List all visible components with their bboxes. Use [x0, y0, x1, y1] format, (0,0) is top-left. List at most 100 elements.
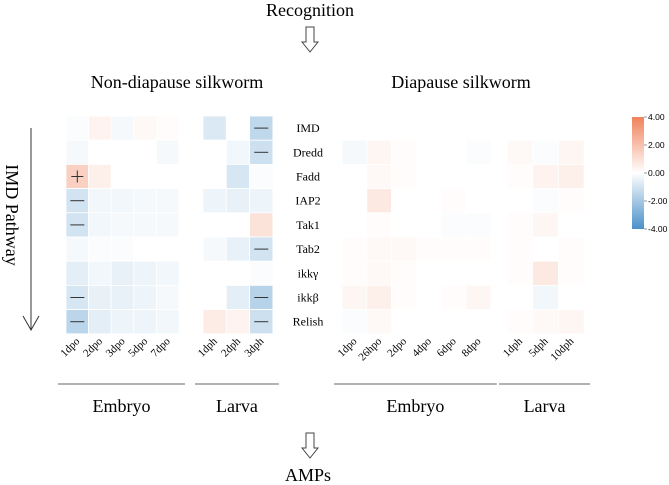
heat-cell — [88, 309, 112, 335]
heat-cell — [202, 163, 227, 189]
heat-cell — [506, 115, 534, 141]
sample-tick-label: 5dpo — [126, 335, 150, 359]
heat-cell — [532, 260, 559, 286]
heat-cell — [465, 212, 492, 238]
heat-cell — [225, 260, 251, 286]
pathway-label: IMD Pathway — [2, 164, 22, 266]
heat-cell — [558, 236, 585, 262]
heat-cell — [391, 163, 417, 189]
heat-cell — [249, 188, 274, 214]
heat-cell — [366, 260, 392, 286]
group-labels: Embryo Larva Embryo Larva — [58, 383, 591, 416]
gene-label: Tab2 — [296, 242, 320, 256]
heat-cell — [440, 188, 467, 214]
heat-cell — [440, 284, 467, 310]
down-arrow-icon — [300, 26, 320, 53]
gene-label: Tak1 — [296, 218, 320, 232]
heat-cell — [391, 139, 417, 165]
heat-cell — [532, 284, 559, 310]
heat-cell — [440, 236, 467, 262]
heat-cell — [155, 212, 180, 238]
sample-tick-label: 2dph — [219, 335, 243, 359]
gene-label: ikkγ — [298, 266, 319, 280]
heat-cell — [465, 139, 492, 165]
heat-cell — [465, 188, 492, 214]
heat-cell — [558, 188, 585, 214]
heat-cell — [225, 212, 251, 238]
heat-cell — [133, 212, 157, 238]
heat-cell — [366, 188, 392, 214]
heat-cell — [465, 309, 492, 335]
heat-cell — [506, 139, 534, 165]
heat-cell — [391, 309, 417, 335]
heat-cell — [202, 115, 227, 141]
sample-tick-label: 8dpo — [459, 335, 483, 359]
heat-cell — [506, 188, 534, 214]
heat-cell — [65, 115, 90, 141]
heat-cell — [415, 212, 442, 238]
heat-cell — [440, 212, 467, 238]
heat-cell — [558, 309, 585, 335]
heat-cell — [391, 115, 417, 141]
heat-cell — [225, 236, 251, 262]
heat-cell — [202, 284, 227, 310]
heat-cell — [225, 139, 251, 165]
heat-cell — [465, 236, 492, 262]
heat-cell — [440, 260, 467, 286]
heat-cell — [202, 139, 227, 165]
heat-cell — [391, 284, 417, 310]
gene-label: IMD — [296, 121, 320, 135]
heat-cell — [155, 163, 180, 189]
heat-cell — [532, 212, 559, 238]
heat-cell — [532, 236, 559, 262]
heat-cell — [558, 260, 585, 286]
colorbar-ticks: 4.00 2.00 0.00 -2.00 -4.00 — [644, 112, 668, 234]
heat-cell — [65, 139, 90, 165]
heat-cell — [532, 309, 559, 335]
heat-cell — [133, 115, 157, 141]
sample-tick-label: 3dph — [242, 335, 266, 359]
heat-cell — [88, 115, 112, 141]
heat-cell — [225, 115, 251, 141]
heatmap — [65, 115, 585, 335]
heat-cell — [88, 163, 112, 189]
heat-cell — [110, 163, 135, 189]
heat-cell — [532, 188, 559, 214]
heat-cell — [391, 236, 417, 262]
heat-cell — [133, 309, 157, 335]
heat-cell — [110, 139, 135, 165]
heat-cell — [88, 236, 112, 262]
heat-cell — [202, 260, 227, 286]
heat-cell — [415, 260, 442, 286]
heat-cell — [155, 260, 180, 286]
heat-cell — [110, 309, 135, 335]
heat-cell — [366, 163, 392, 189]
heat-cell — [133, 139, 157, 165]
heat-cell — [110, 284, 135, 310]
heat-cell — [341, 212, 368, 238]
heat-cell — [249, 163, 274, 189]
heat-cell — [202, 212, 227, 238]
heat-cell — [155, 188, 180, 214]
heat-cell — [341, 284, 368, 310]
down-arrow-icon-bottom — [300, 432, 320, 459]
heat-cell — [465, 163, 492, 189]
heat-cell — [225, 188, 251, 214]
group-label: Embryo — [386, 396, 444, 416]
heat-cell — [415, 163, 442, 189]
heat-cell — [415, 139, 442, 165]
group-label: Larva — [216, 396, 258, 416]
heat-cell — [558, 139, 585, 165]
heat-cell — [465, 284, 492, 310]
heat-cell — [391, 212, 417, 238]
panel-title-nondiapause: Non-diapause silkworm — [91, 72, 263, 92]
recognition-label: Recognition — [266, 0, 354, 20]
heat-cell — [341, 188, 368, 214]
heat-cell — [110, 260, 135, 286]
heat-cell — [88, 188, 112, 214]
heat-cell — [133, 260, 157, 286]
heat-cell — [341, 163, 368, 189]
heat-cell — [415, 188, 442, 214]
